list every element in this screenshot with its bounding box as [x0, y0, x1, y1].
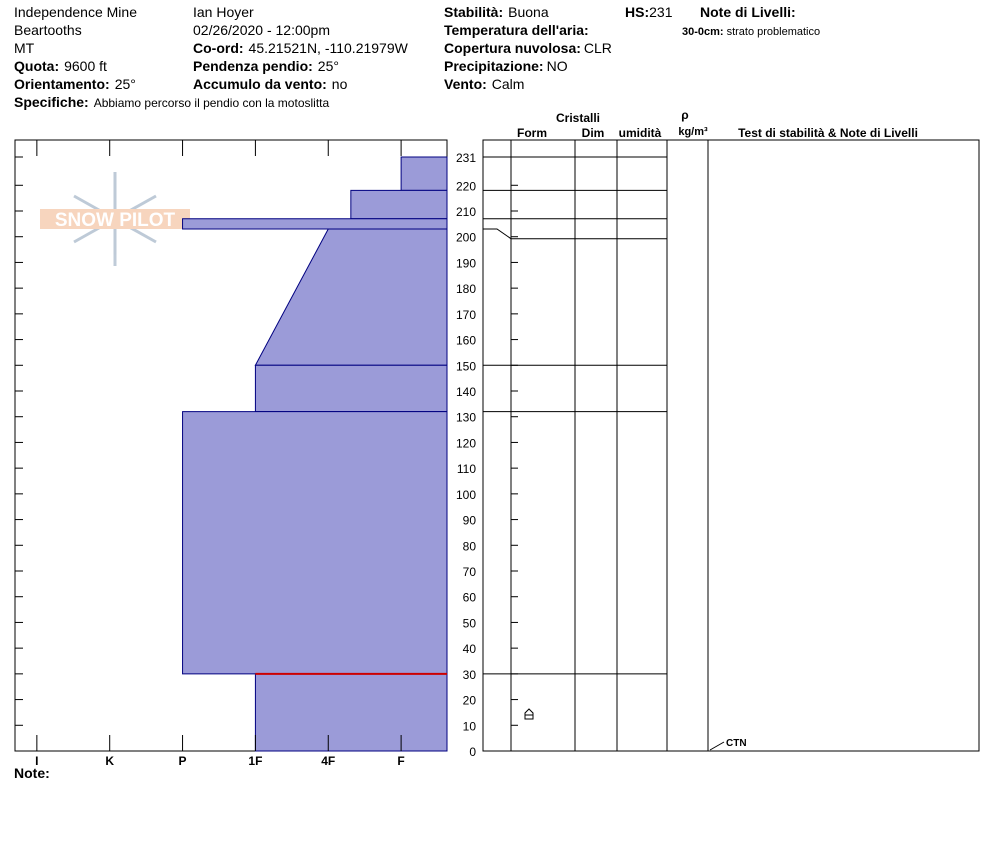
grain-form [524, 708, 534, 720]
value: Buona [508, 4, 549, 20]
y-tick-label: 210 [456, 205, 476, 219]
y-tick-label: 80 [463, 539, 477, 553]
y-tick-label: 20 [463, 694, 477, 708]
value: CLR [584, 40, 612, 56]
label: 30-0cm: [682, 26, 724, 38]
layer-boundary [483, 228, 667, 240]
table-frame [482, 139, 980, 752]
range: Beartooths [14, 22, 82, 38]
y-tick-label: 160 [456, 334, 476, 348]
aspect: Orientamento: 25° [14, 76, 136, 92]
label: Stabilità: [444, 4, 503, 20]
y-tick-label: 70 [463, 565, 477, 579]
label: HS: [625, 4, 649, 20]
col-header: Form [517, 126, 547, 140]
y-tick-label: 190 [456, 256, 476, 270]
y-tick-label: 150 [456, 359, 476, 373]
y-tick-label: 180 [456, 282, 476, 296]
y-tick-label: 50 [463, 616, 477, 630]
logo: SNOW PILOT [40, 172, 190, 266]
layer [182, 411, 448, 675]
test-arrow [709, 741, 725, 751]
y-tick-label: 30 [463, 668, 477, 682]
col-header: Cristalli [556, 111, 600, 125]
value: Abbiamo percorso il pendio con la motosl… [94, 96, 330, 110]
label: Specifiche: [14, 94, 89, 110]
col-header: umidità [619, 126, 662, 140]
col-header: kg/m³ [678, 126, 708, 138]
label: Orientamento: [14, 76, 110, 92]
wind: Vento: Calm [444, 76, 524, 92]
y-tick-label: 231 [456, 151, 476, 165]
col-header: ρ [681, 108, 688, 122]
layer [254, 673, 448, 752]
elevation: Quota: 9600 ft [14, 58, 107, 74]
y-tick-label: 200 [456, 231, 476, 245]
value: 25° [318, 58, 339, 74]
col-header: Test di stabilità & Note di Livelli [738, 126, 918, 140]
x-tick-label: K [105, 754, 114, 768]
layer [182, 218, 448, 230]
sky: Copertura nuvolosa: CLR [444, 40, 612, 56]
precip: Precipitazione: NO [444, 58, 568, 74]
y-tick-label: 90 [463, 514, 477, 528]
y-tick-label: 40 [463, 642, 477, 656]
layer [350, 189, 448, 220]
value: Calm [492, 76, 525, 92]
label: Co-ord: [193, 40, 244, 56]
y-tick-label: 0 [469, 745, 476, 759]
value: 25° [115, 76, 136, 92]
y-tick-label: 100 [456, 488, 476, 502]
label: Precipitazione: [444, 58, 544, 74]
x-tick-label: 4F [321, 754, 335, 768]
y-tick-label: 140 [456, 385, 476, 399]
value: no [332, 76, 348, 92]
value: 9600 ft [64, 58, 107, 74]
state: MT [14, 40, 35, 56]
observer: Ian Hoyer [193, 4, 254, 20]
specifics: Specifiche: Abbiamo percorso il pendio co… [14, 94, 329, 110]
test-label: CTN [726, 738, 747, 749]
notes-label: Note: [14, 765, 50, 781]
layer-note: 30-0cm: strato problematico [682, 26, 820, 38]
layer-notes-title: Note di Livelli: [700, 4, 796, 20]
hs: HS:231 [625, 4, 673, 20]
y-tick-label: 130 [456, 411, 476, 425]
layer [400, 156, 448, 191]
x-tick-label: 1F [248, 754, 262, 768]
value: 231 [649, 4, 673, 20]
col-header: Dim [582, 126, 605, 140]
value: 45.21521N, -110.21979W [249, 40, 409, 56]
y-tick-label: 60 [463, 591, 477, 605]
label: Pendenza pendio: [193, 58, 313, 74]
logo-text: SNOW PILOT [55, 210, 176, 231]
stability: Stabilità: Buona [444, 4, 549, 20]
value: NO [547, 58, 568, 74]
y-tick-label: 110 [457, 462, 476, 476]
air-temp: Temperatura dell'aria: [444, 22, 589, 38]
layer [254, 228, 448, 366]
value: strato problematico [727, 26, 821, 38]
slope: Pendenza pendio: 25° [193, 58, 339, 74]
wind-loading: Accumulo da vento: no [193, 76, 348, 92]
y-tick-label: 220 [456, 179, 476, 193]
y-tick-label: 170 [456, 308, 476, 322]
label: Vento: [444, 76, 487, 92]
datetime: 02/26/2020 - 12:00pm [193, 22, 330, 38]
x-tick-label: I [35, 754, 38, 768]
label: Copertura nuvolosa: [444, 40, 581, 56]
label: Accumulo da vento: [193, 76, 327, 92]
label: Quota: [14, 58, 59, 74]
location: Independence Mine [14, 4, 137, 20]
y-tick-label: 120 [456, 436, 476, 450]
layer [254, 364, 448, 413]
x-tick-label: F [397, 754, 404, 768]
y-tick-label: 10 [463, 719, 477, 733]
coords: Co-ord: 45.21521N, -110.21979W [193, 40, 409, 56]
x-tick-label: P [179, 754, 187, 768]
